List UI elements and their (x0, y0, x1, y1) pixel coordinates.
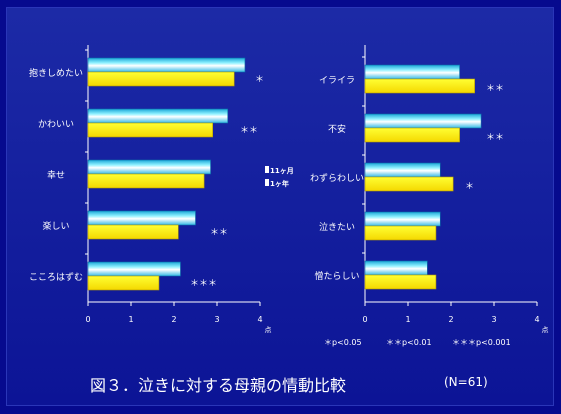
bar-series2 (364, 78, 475, 94)
x-tick-label: 3 (214, 315, 219, 324)
category-label: かわいい (38, 119, 74, 130)
category-label: こころはずむ (29, 272, 83, 283)
bar-series1 (87, 108, 229, 124)
bar-series2 (87, 173, 205, 189)
legend-label: 11ヶ月 (270, 167, 294, 175)
bar-series2 (87, 122, 213, 138)
category-label: 楽しい (42, 220, 69, 232)
bar-series1 (364, 162, 441, 178)
bar-series2 (364, 274, 437, 290)
x-tick-label: 0 (85, 315, 90, 324)
figure-caption: 図３．泣きに対する母親の情動比較 (90, 376, 347, 395)
bar-series2 (364, 225, 437, 241)
bar-series1 (364, 211, 441, 227)
category-label: イライラ (319, 75, 355, 86)
bar-series1 (87, 159, 211, 175)
significance-mark: ＊ (255, 75, 264, 85)
x-unit-label: 点 (542, 326, 549, 334)
bar-series1 (87, 57, 246, 73)
category-label: 不安 (328, 123, 346, 135)
significance-mark: ＊＊ (210, 228, 228, 238)
x-tick-label: 3 (491, 315, 496, 324)
category-label: 泣きたい (319, 221, 355, 233)
significance-mark: ＊ (465, 182, 474, 192)
category-label: 幸せ (47, 170, 65, 181)
category-label: 抱きしめたい (29, 67, 83, 79)
x-tick-label: 1 (128, 315, 133, 324)
x-unit-label: 点 (265, 326, 272, 334)
significance-mark: ＊＊＊ (190, 279, 217, 289)
significance-note: ＊p<0.05 (324, 338, 362, 347)
bar-series2 (364, 176, 454, 192)
x-tick-label: 4 (257, 315, 262, 324)
bar-series1 (87, 210, 196, 226)
x-tick-label: 2 (448, 315, 453, 324)
x-tick-label: 2 (171, 315, 176, 324)
bar-series2 (364, 127, 460, 143)
legend-label: 1ヶ年 (270, 179, 289, 188)
significance-note: ＊＊p<0.01 (386, 338, 432, 347)
significance-note: ＊＊＊p<0.001 (452, 338, 511, 347)
significance-mark: ＊＊ (486, 133, 504, 143)
category-label: わずらわしい (310, 173, 364, 184)
bar-series1 (87, 261, 181, 277)
x-tick-label: 1 (405, 315, 410, 324)
legend-swatch (265, 166, 269, 173)
legend-swatch (265, 179, 269, 186)
category-label: 憎たらしい (314, 270, 359, 282)
bar-series2 (87, 71, 235, 87)
bar-series2 (87, 275, 160, 291)
bar-series1 (364, 64, 460, 80)
significance-mark: ＊＊ (486, 84, 504, 94)
bar-series1 (364, 113, 482, 129)
bar-series1 (364, 260, 428, 276)
bar-series2 (87, 224, 179, 240)
x-tick-label: 4 (534, 315, 539, 324)
significance-mark: ＊＊ (240, 126, 258, 136)
x-tick-label: 0 (362, 315, 367, 324)
sample-size: (N=61) (444, 375, 488, 389)
